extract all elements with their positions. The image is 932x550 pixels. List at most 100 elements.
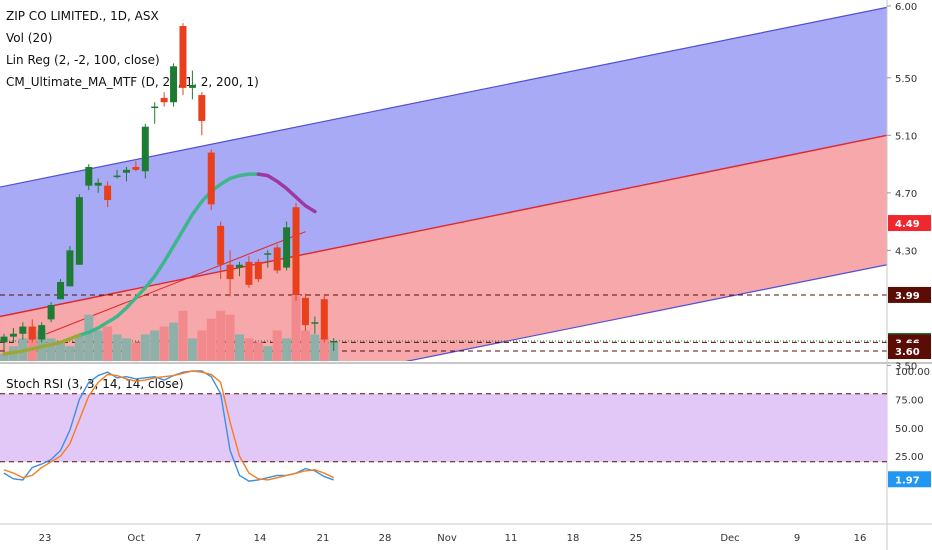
volume-bar [272,330,282,361]
volume-bar [319,338,329,361]
volume-bar [310,334,320,361]
price-tick-label: 3.50 [895,361,917,372]
volume-bar [112,334,122,361]
price-tick-label: 4.70 [895,189,917,200]
volume-bar [46,338,56,361]
time-tick-label: Nov [437,533,457,544]
candle-body [320,299,328,340]
moving-average-early [2,333,82,356]
time-tick-label: 14 [254,533,267,544]
stoch-value-box [888,471,931,488]
candle-body [283,227,291,268]
candle-body [273,247,281,271]
time-tick-label: 9 [794,533,800,544]
candle-body [141,126,149,172]
candle-body [104,185,112,201]
volume-bar [225,314,235,361]
candle-body [179,26,187,88]
price-tick-label: 5.10 [895,131,917,142]
candle-body [66,250,74,287]
candle-body [254,261,262,280]
candle-body [292,207,300,295]
candle-body [19,326,27,334]
volume-bar [197,330,207,361]
time-tick-label: 21 [317,533,330,544]
candle-body [122,169,130,173]
candle-body [75,197,83,265]
stoch-tick-label: 75.00 [895,395,924,406]
stoch-tick-label: 25.00 [895,452,924,463]
candle-body [330,340,338,343]
candle-body [0,336,8,343]
candle-body [9,333,17,337]
time-tick-label: 11 [505,533,518,544]
volume-bar [282,338,292,361]
volume-bar [159,326,169,361]
regression-lower-band [0,135,887,361]
candle-body [113,175,121,178]
time-tick-label: Dec [720,533,739,544]
volume-bar [121,338,131,361]
candle-body [301,297,309,326]
volume-bar [216,310,226,361]
volume-bar [84,314,94,361]
volume-bar [131,342,141,361]
moving-average-up [77,172,261,337]
candle-body [245,261,253,285]
price-label-box [888,286,931,303]
volume-bar [103,326,113,361]
price-tick-label: 6.00 [895,2,917,13]
volume-bar [65,346,75,361]
volume-bar [263,346,273,361]
stoch-value-text: 1.97 [895,475,920,486]
price-label-box [888,215,931,232]
candle-body [170,66,178,103]
indicator-volume-label[interactable]: Vol (20) [6,31,53,45]
stoch-tick-label: 50.00 [895,424,924,435]
main-pane [0,6,887,361]
candle-body [188,84,196,88]
candle-body [132,166,140,170]
volume-bar [235,334,244,361]
candle-body [236,264,243,268]
volume-bar [300,330,310,361]
candle-body [38,325,46,340]
time-tick-label: 25 [630,533,643,544]
price-label-box [888,343,931,360]
volume-bar [74,334,84,361]
volume-bar [244,338,254,361]
candle-body [57,281,65,300]
stoch-k-line [3,370,334,482]
volume-bar [93,330,103,361]
candle-body [94,182,102,186]
indicator-linreg-label[interactable]: Lin Reg (2, -2, 100, close) [6,53,160,67]
time-tick-label: 18 [567,533,580,544]
candle-body [217,225,225,265]
candle-body [226,264,234,280]
volume-bar [27,326,37,361]
candle-body [198,95,206,121]
price-label-text: 3.99 [895,291,920,302]
volume-bar [187,338,197,361]
time-tick-label: 7 [195,533,201,544]
stoch-d-line [3,370,335,481]
price-label-text: 3.60 [895,347,920,358]
time-tick-label: 23 [39,533,52,544]
candle-body [28,326,36,340]
volume-bar [253,342,263,361]
volume-bar [150,330,160,361]
price-tick-label: 4.30 [895,246,917,257]
time-tick-label: 16 [854,533,867,544]
moving-average-down [256,172,317,214]
candle-body [85,166,93,186]
price-label-text: 4.49 [895,219,920,230]
chart-title: ZIP CO LIMITED., 1D, ASX [6,9,159,23]
volume-bar [178,310,188,361]
volume-bar [329,342,339,361]
stoch-tick-label: 100.00 [895,367,930,378]
volume-bar [56,342,66,361]
volume-bar [140,334,150,361]
candle-body [207,152,215,205]
stoch-pane [0,370,887,482]
